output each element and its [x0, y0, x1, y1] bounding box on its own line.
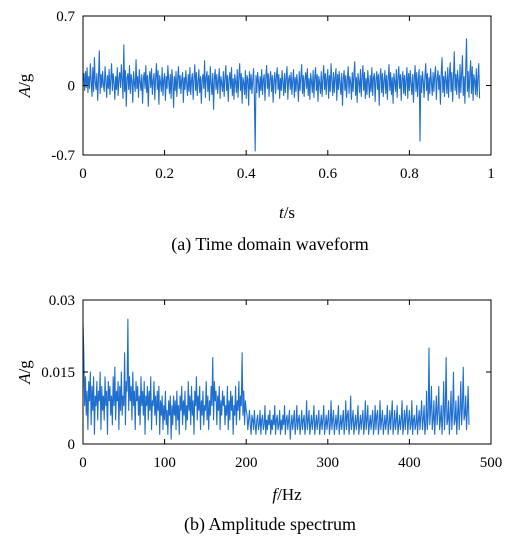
panel-a-x-tick-label: 0.4 [237, 166, 256, 182]
panel-b-x-tick-label: 100 [153, 455, 176, 471]
panel-b-x-tick-label: 400 [398, 455, 421, 471]
panel-a-y-tick-label: 0 [68, 79, 76, 95]
panel-b-caption: (b) Amplitude spectrum [184, 514, 356, 535]
panel-a-y-tick-label: 0.7 [56, 9, 75, 25]
panel-a-caption: (a) Time domain waveform [171, 234, 368, 255]
panel-b-y-tick-label: 0 [68, 437, 76, 453]
panel-a-y-tick-label: -0.7 [51, 148, 75, 164]
panel-a-x-tick-label: 0 [79, 166, 87, 182]
panel-a-x-tick-label: 0.2 [155, 166, 174, 182]
panel-b-x-tick-label: 0 [79, 455, 87, 471]
panel-b-x-tick-label: 200 [235, 455, 258, 471]
panel-b-y-axis-label: A/g [15, 360, 34, 385]
panel-a-y-axis-label: A/g [15, 73, 34, 98]
panel-a-series-line [82, 38, 481, 152]
panel-b-x-tick-label: 500 [480, 455, 503, 471]
panel-b-x-axis-label: f/Hz [272, 485, 302, 504]
panel-b-y-tick-label: 0.015 [41, 365, 75, 381]
panel-a-x-axis-label: t/s [279, 203, 295, 222]
panel-b-series-line [82, 318, 470, 440]
panel-b-x-tick-label: 300 [317, 455, 340, 471]
panel-a-x-tick-label: 0.6 [318, 166, 337, 182]
panel-a-x-tick-label: 1 [487, 166, 495, 182]
panel-a-x-tick-label: 0.8 [400, 166, 419, 182]
panel-b-y-tick-label: 0.03 [49, 293, 75, 309]
